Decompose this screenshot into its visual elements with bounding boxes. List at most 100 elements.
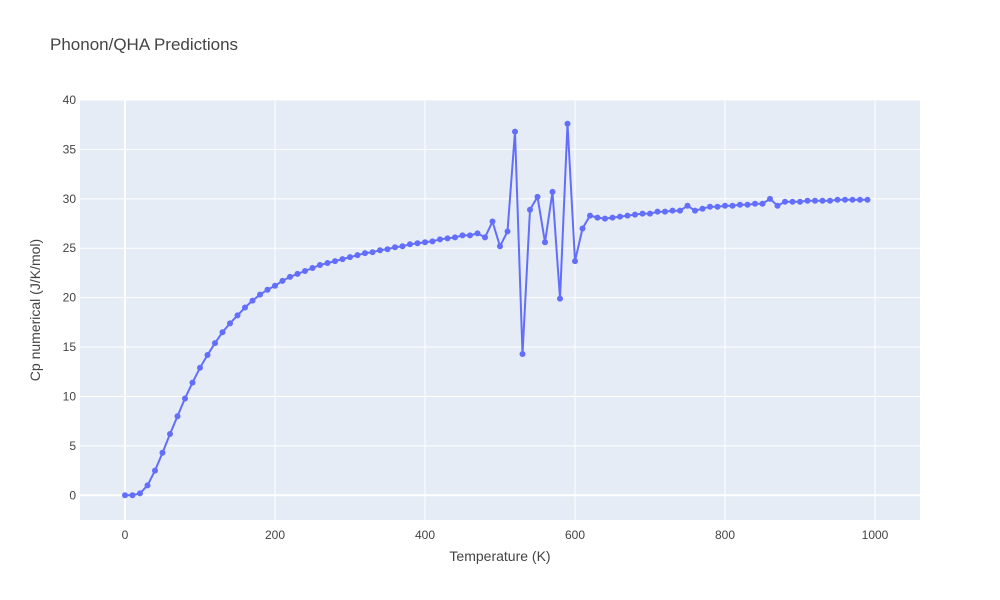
data-point (789, 198, 796, 205)
data-point (662, 208, 668, 215)
data-point (497, 243, 503, 250)
data-point (534, 193, 541, 200)
data-point (519, 350, 526, 357)
y-tick-label: 25 (63, 241, 77, 255)
data-point (669, 207, 676, 214)
data-point (264, 286, 271, 293)
data-point (324, 260, 331, 267)
data-point (752, 200, 758, 207)
data-point (707, 203, 713, 210)
data-point (654, 208, 661, 215)
data-point (474, 230, 481, 237)
data-point (332, 258, 338, 265)
data-point (347, 254, 353, 261)
data-point (279, 277, 286, 284)
data-point (744, 201, 751, 208)
data-point (759, 200, 766, 207)
data-point (647, 210, 653, 217)
data-point (774, 202, 781, 209)
data-point (812, 197, 818, 204)
data-point (452, 234, 458, 241)
data-point (354, 252, 361, 259)
data-point (692, 207, 698, 214)
data-point (302, 267, 308, 274)
data-point (242, 304, 248, 311)
data-point (144, 482, 151, 489)
data-point (317, 262, 323, 269)
data-point (129, 492, 136, 499)
data-point (804, 197, 811, 204)
data-point (182, 395, 188, 402)
data-point (384, 246, 391, 253)
chart-title: Phonon/QHA Predictions (50, 35, 238, 54)
data-point (339, 256, 346, 263)
x-tick-label: 200 (265, 528, 285, 542)
data-point (399, 243, 406, 250)
data-point (152, 467, 158, 474)
data-point (429, 238, 436, 245)
data-point (857, 196, 863, 203)
data-point (392, 244, 398, 251)
data-point (684, 202, 691, 209)
data-point (797, 198, 803, 205)
x-axis-ticks: 0 200 400 600 800 1000 (122, 528, 889, 542)
y-tick-label: 5 (69, 439, 76, 453)
data-point (272, 282, 278, 289)
data-point (864, 196, 871, 203)
data-point (137, 490, 143, 497)
x-tick-label: 800 (715, 528, 735, 542)
data-point (587, 212, 593, 219)
data-point (309, 265, 316, 271)
data-point (504, 228, 511, 235)
y-tick-label: 35 (63, 142, 77, 156)
y-axis-ticks: 0 5 10 15 20 25 30 35 40 (63, 93, 77, 502)
data-point (527, 206, 533, 213)
y-tick-label: 0 (69, 488, 76, 502)
y-tick-label: 15 (63, 340, 77, 354)
data-point (632, 211, 638, 218)
series-line (125, 123, 868, 497)
data-point (422, 239, 428, 246)
data-point (219, 329, 226, 336)
grid-lines (80, 99, 920, 520)
data-point (227, 320, 233, 327)
data-point (444, 235, 451, 242)
data-point (414, 240, 421, 247)
data-point (189, 379, 196, 386)
data-point (564, 120, 571, 127)
data-point (294, 270, 301, 277)
data-points (122, 120, 871, 499)
data-point (842, 196, 848, 203)
data-point (362, 250, 368, 257)
data-point (377, 247, 383, 254)
data-point (849, 196, 856, 203)
data-point (489, 218, 496, 225)
plot-area (80, 100, 920, 520)
data-point (467, 232, 473, 239)
data-point (122, 492, 128, 499)
data-point (677, 207, 683, 214)
y-tick-label: 20 (63, 291, 77, 305)
data-point (234, 312, 241, 319)
data-point (407, 241, 413, 248)
data-point (594, 214, 601, 221)
data-point (167, 431, 173, 438)
data-point (827, 197, 833, 204)
data-point (782, 198, 788, 205)
data-point (819, 197, 826, 204)
data-point (197, 364, 203, 371)
data-point (617, 213, 623, 220)
data-point (624, 212, 631, 219)
data-point (639, 210, 646, 217)
data-point (174, 413, 181, 420)
y-axis-title: Cp numerical (J/K/mol) (27, 239, 43, 381)
x-tick-label: 600 (565, 528, 585, 542)
data-point (512, 128, 518, 135)
data-point (437, 236, 443, 243)
y-tick-label: 10 (63, 389, 77, 403)
data-point (369, 249, 376, 256)
data-point (549, 188, 556, 195)
data-point (482, 234, 488, 241)
data-point (572, 258, 578, 265)
